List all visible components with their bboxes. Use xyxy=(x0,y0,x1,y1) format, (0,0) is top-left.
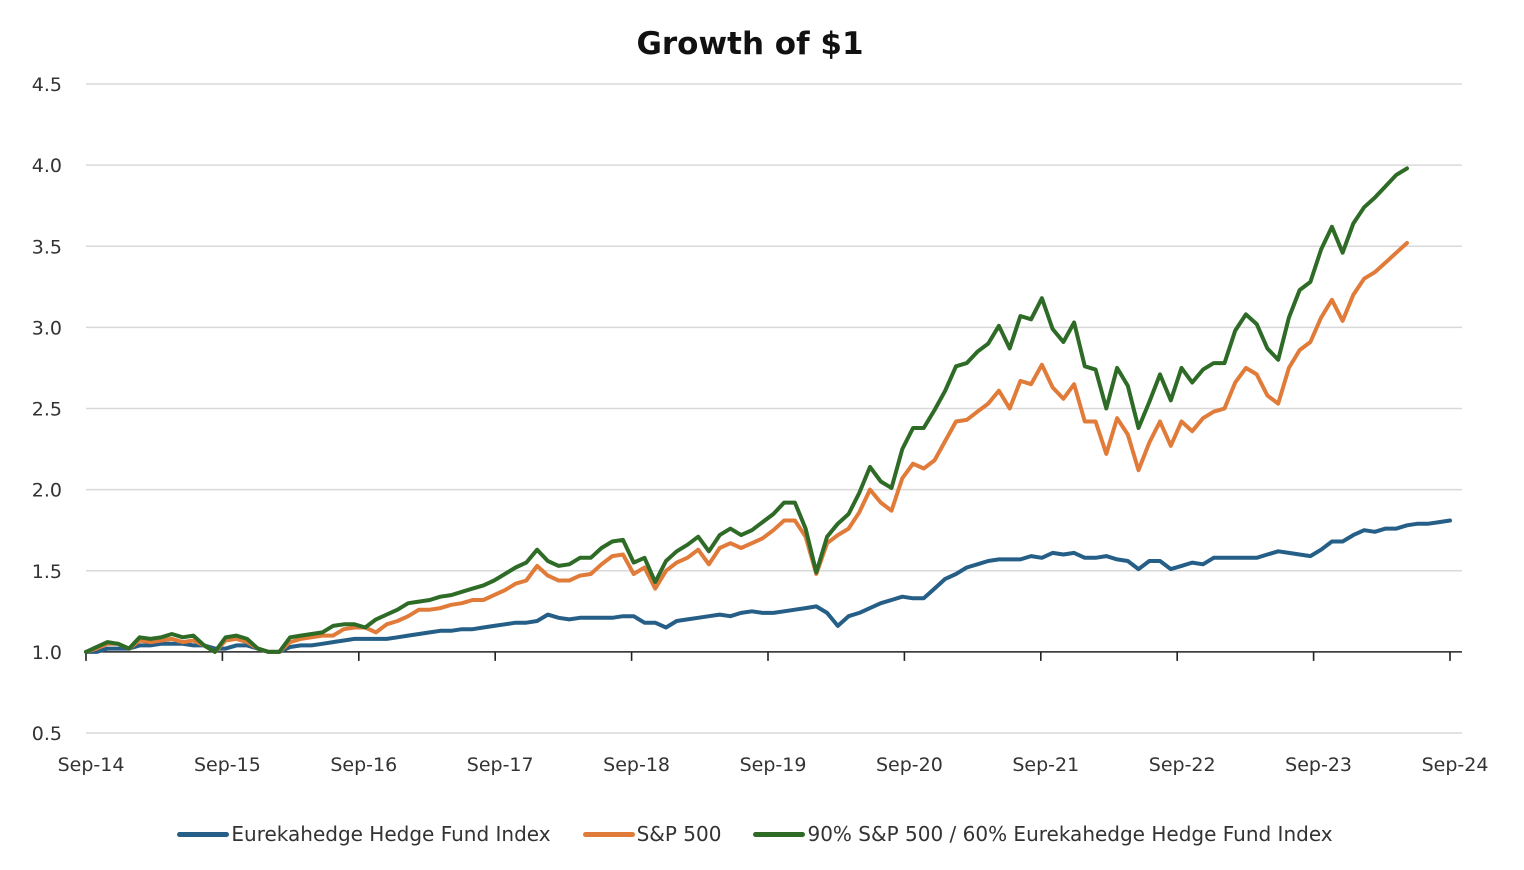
legend-label-sp500: S&P 500 xyxy=(636,822,722,846)
y-tick-label: 4.0 xyxy=(32,155,62,177)
legend-swatch-blend xyxy=(753,831,806,837)
x-tick-label: Sep-24 xyxy=(1422,754,1489,776)
legend-swatch-eurekahedge xyxy=(177,831,230,837)
x-tick-label: Sep-16 xyxy=(330,754,397,776)
x-tick-label: Sep-14 xyxy=(58,754,125,776)
legend-item-sp500: S&P 500 xyxy=(582,822,722,846)
y-tick-label: 1.0 xyxy=(32,642,62,664)
series-line-blend xyxy=(84,166,1409,654)
y-axis-ticks: 0.5 1.0 1.5 2.0 2.5 3.0 3.5 4.0 4.5 xyxy=(32,74,62,745)
legend: Eurekahedge Hedge Fund Index S&P 500 90%… xyxy=(0,822,1510,846)
legend-label-blend: 90% S&P 500 / 60% Eurekahedge Hedge Fund… xyxy=(807,822,1333,846)
legend-label-eurekahedge: Eurekahedge Hedge Fund Index xyxy=(231,822,551,846)
x-tick-label: Sep-20 xyxy=(876,754,943,776)
x-axis xyxy=(85,651,1462,661)
legend-item-eurekahedge: Eurekahedge Hedge Fund Index xyxy=(177,822,551,846)
y-tick-label: 2.0 xyxy=(32,480,62,502)
x-axis-tick-labels: Sep-14 Sep-15 Sep-16 Sep-17 Sep-18 Sep-19 Sep-… xyxy=(58,754,1489,776)
y-tick-label: 1.5 xyxy=(32,561,62,583)
chart-title: Growth of $1 xyxy=(636,26,864,62)
x-tick-label: Sep-22 xyxy=(1149,754,1216,776)
x-tick-label: Sep-15 xyxy=(194,754,261,776)
x-tick-label: Sep-19 xyxy=(740,754,807,776)
y-tick-label: 0.5 xyxy=(32,723,62,745)
series-line-eurekahedge xyxy=(84,518,1452,654)
y-tick-label: 3.0 xyxy=(32,317,62,339)
y-tick-label: 3.5 xyxy=(32,236,62,258)
x-tick-label: Sep-21 xyxy=(1012,754,1079,776)
x-tick-label: Sep-23 xyxy=(1285,754,1352,776)
x-tick-label: Sep-17 xyxy=(467,754,534,776)
gridlines xyxy=(86,83,1462,734)
legend-swatch-sp500 xyxy=(582,831,635,837)
series-line-sp500 xyxy=(84,241,1409,654)
y-tick-label: 2.5 xyxy=(32,399,62,421)
y-tick-label: 4.5 xyxy=(32,74,62,96)
legend-item-blend: 90% S&P 500 / 60% Eurekahedge Hedge Fund… xyxy=(753,822,1333,846)
series-lines xyxy=(84,166,1452,654)
x-tick-label: Sep-18 xyxy=(603,754,670,776)
